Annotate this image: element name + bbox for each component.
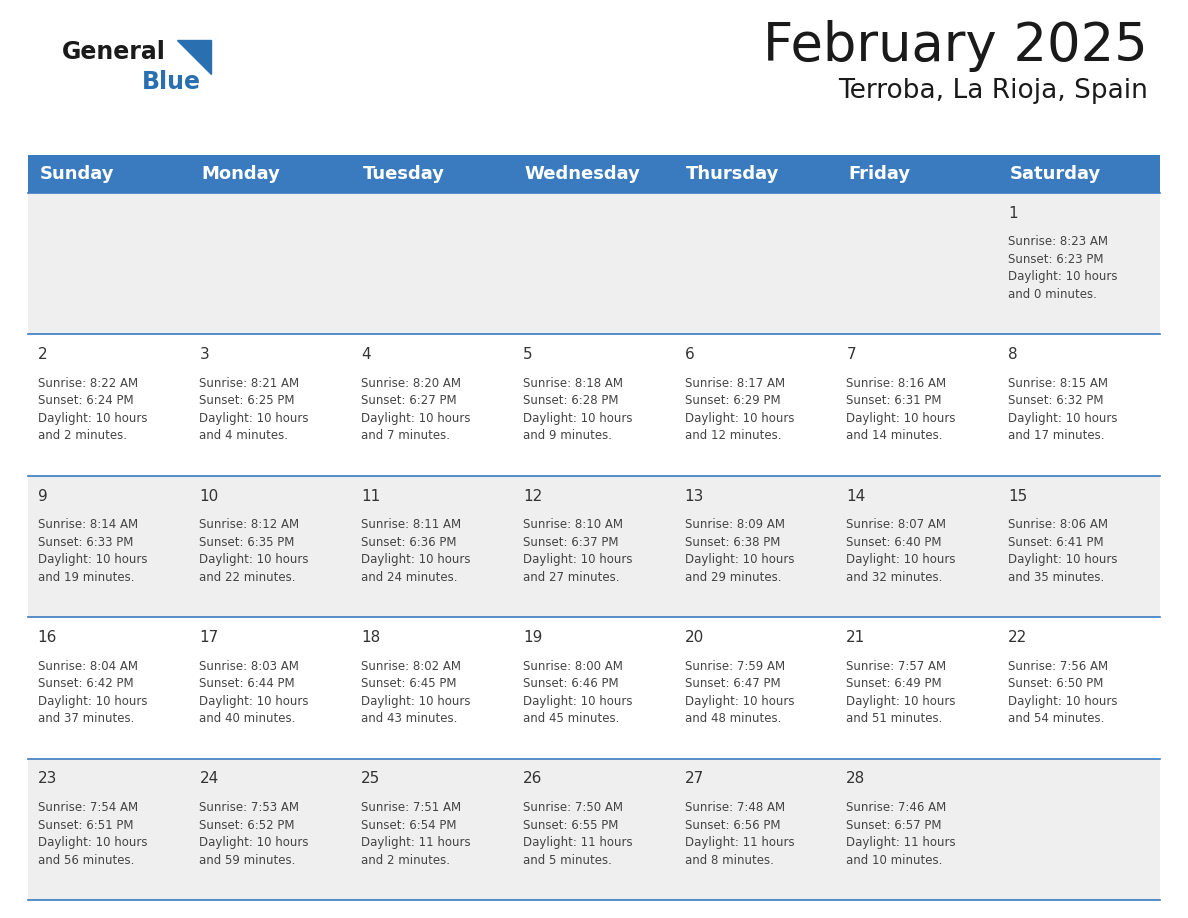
Text: Sunrise: 8:09 AM
Sunset: 6:38 PM
Daylight: 10 hours
and 29 minutes.: Sunrise: 8:09 AM Sunset: 6:38 PM Dayligh… <box>684 519 794 584</box>
Text: Friday: Friday <box>848 165 910 183</box>
Text: Sunrise: 8:07 AM
Sunset: 6:40 PM
Daylight: 10 hours
and 32 minutes.: Sunrise: 8:07 AM Sunset: 6:40 PM Dayligh… <box>846 519 956 584</box>
Text: Saturday: Saturday <box>1010 165 1101 183</box>
Text: Sunrise: 8:23 AM
Sunset: 6:23 PM
Daylight: 10 hours
and 0 minutes.: Sunrise: 8:23 AM Sunset: 6:23 PM Dayligh… <box>1007 235 1118 301</box>
Text: Thursday: Thursday <box>687 165 779 183</box>
Text: Wednesday: Wednesday <box>524 165 640 183</box>
Text: General: General <box>62 40 166 64</box>
Text: Sunrise: 7:59 AM
Sunset: 6:47 PM
Daylight: 10 hours
and 48 minutes.: Sunrise: 7:59 AM Sunset: 6:47 PM Dayligh… <box>684 660 794 725</box>
Text: 11: 11 <box>361 488 380 504</box>
Text: Sunrise: 8:02 AM
Sunset: 6:45 PM
Daylight: 10 hours
and 43 minutes.: Sunrise: 8:02 AM Sunset: 6:45 PM Dayligh… <box>361 660 470 725</box>
Text: Sunrise: 8:18 AM
Sunset: 6:28 PM
Daylight: 10 hours
and 9 minutes.: Sunrise: 8:18 AM Sunset: 6:28 PM Dayligh… <box>523 376 632 442</box>
Text: Sunrise: 8:21 AM
Sunset: 6:25 PM
Daylight: 10 hours
and 4 minutes.: Sunrise: 8:21 AM Sunset: 6:25 PM Dayligh… <box>200 376 309 442</box>
Bar <box>29 155 1159 193</box>
Text: 9: 9 <box>38 488 48 504</box>
Text: 17: 17 <box>200 630 219 645</box>
Text: Sunrise: 8:14 AM
Sunset: 6:33 PM
Daylight: 10 hours
and 19 minutes.: Sunrise: 8:14 AM Sunset: 6:33 PM Dayligh… <box>38 519 147 584</box>
Text: 8: 8 <box>1007 347 1018 362</box>
Text: Sunrise: 8:20 AM
Sunset: 6:27 PM
Daylight: 10 hours
and 7 minutes.: Sunrise: 8:20 AM Sunset: 6:27 PM Dayligh… <box>361 376 470 442</box>
Bar <box>29 617 1159 758</box>
Text: 18: 18 <box>361 630 380 645</box>
Text: Sunrise: 8:11 AM
Sunset: 6:36 PM
Daylight: 10 hours
and 24 minutes.: Sunrise: 8:11 AM Sunset: 6:36 PM Dayligh… <box>361 519 470 584</box>
Bar <box>29 193 1159 334</box>
Text: Sunrise: 7:50 AM
Sunset: 6:55 PM
Daylight: 11 hours
and 5 minutes.: Sunrise: 7:50 AM Sunset: 6:55 PM Dayligh… <box>523 801 632 867</box>
Text: Sunrise: 7:57 AM
Sunset: 6:49 PM
Daylight: 10 hours
and 51 minutes.: Sunrise: 7:57 AM Sunset: 6:49 PM Dayligh… <box>846 660 956 725</box>
Bar <box>29 476 1159 617</box>
Text: Terroba, La Rioja, Spain: Terroba, La Rioja, Spain <box>838 78 1148 104</box>
Text: 25: 25 <box>361 771 380 787</box>
Text: Sunrise: 7:53 AM
Sunset: 6:52 PM
Daylight: 10 hours
and 59 minutes.: Sunrise: 7:53 AM Sunset: 6:52 PM Dayligh… <box>200 801 309 867</box>
Text: 14: 14 <box>846 488 866 504</box>
Text: Sunrise: 8:10 AM
Sunset: 6:37 PM
Daylight: 10 hours
and 27 minutes.: Sunrise: 8:10 AM Sunset: 6:37 PM Dayligh… <box>523 519 632 584</box>
Text: Sunrise: 8:00 AM
Sunset: 6:46 PM
Daylight: 10 hours
and 45 minutes.: Sunrise: 8:00 AM Sunset: 6:46 PM Dayligh… <box>523 660 632 725</box>
Text: Monday: Monday <box>201 165 280 183</box>
Polygon shape <box>177 40 211 74</box>
Text: 24: 24 <box>200 771 219 787</box>
Text: Tuesday: Tuesday <box>362 165 444 183</box>
Text: Sunrise: 7:51 AM
Sunset: 6:54 PM
Daylight: 11 hours
and 2 minutes.: Sunrise: 7:51 AM Sunset: 6:54 PM Dayligh… <box>361 801 470 867</box>
Text: Sunrise: 8:03 AM
Sunset: 6:44 PM
Daylight: 10 hours
and 40 minutes.: Sunrise: 8:03 AM Sunset: 6:44 PM Dayligh… <box>200 660 309 725</box>
Text: Sunrise: 8:06 AM
Sunset: 6:41 PM
Daylight: 10 hours
and 35 minutes.: Sunrise: 8:06 AM Sunset: 6:41 PM Dayligh… <box>1007 519 1118 584</box>
Text: 27: 27 <box>684 771 703 787</box>
Text: Sunday: Sunday <box>39 165 114 183</box>
Text: 28: 28 <box>846 771 866 787</box>
Text: 23: 23 <box>38 771 57 787</box>
Text: 7: 7 <box>846 347 855 362</box>
Text: Sunrise: 8:04 AM
Sunset: 6:42 PM
Daylight: 10 hours
and 37 minutes.: Sunrise: 8:04 AM Sunset: 6:42 PM Dayligh… <box>38 660 147 725</box>
Text: 20: 20 <box>684 630 703 645</box>
Text: 15: 15 <box>1007 488 1028 504</box>
Text: Sunrise: 7:56 AM
Sunset: 6:50 PM
Daylight: 10 hours
and 54 minutes.: Sunrise: 7:56 AM Sunset: 6:50 PM Dayligh… <box>1007 660 1118 725</box>
Text: 6: 6 <box>684 347 694 362</box>
Text: 10: 10 <box>200 488 219 504</box>
Text: 1: 1 <box>1007 206 1018 220</box>
Text: Sunrise: 7:46 AM
Sunset: 6:57 PM
Daylight: 11 hours
and 10 minutes.: Sunrise: 7:46 AM Sunset: 6:57 PM Dayligh… <box>846 801 956 867</box>
Text: 3: 3 <box>200 347 209 362</box>
Text: Sunrise: 7:54 AM
Sunset: 6:51 PM
Daylight: 10 hours
and 56 minutes.: Sunrise: 7:54 AM Sunset: 6:51 PM Dayligh… <box>38 801 147 867</box>
Text: 16: 16 <box>38 630 57 645</box>
Text: 5: 5 <box>523 347 532 362</box>
Text: 2: 2 <box>38 347 48 362</box>
Text: Sunrise: 7:48 AM
Sunset: 6:56 PM
Daylight: 11 hours
and 8 minutes.: Sunrise: 7:48 AM Sunset: 6:56 PM Dayligh… <box>684 801 795 867</box>
Text: 13: 13 <box>684 488 704 504</box>
Text: Sunrise: 8:15 AM
Sunset: 6:32 PM
Daylight: 10 hours
and 17 minutes.: Sunrise: 8:15 AM Sunset: 6:32 PM Dayligh… <box>1007 376 1118 442</box>
Text: Sunrise: 8:12 AM
Sunset: 6:35 PM
Daylight: 10 hours
and 22 minutes.: Sunrise: 8:12 AM Sunset: 6:35 PM Dayligh… <box>200 519 309 584</box>
Text: 12: 12 <box>523 488 542 504</box>
Text: 22: 22 <box>1007 630 1028 645</box>
Text: Sunrise: 8:17 AM
Sunset: 6:29 PM
Daylight: 10 hours
and 12 minutes.: Sunrise: 8:17 AM Sunset: 6:29 PM Dayligh… <box>684 376 794 442</box>
Text: 26: 26 <box>523 771 542 787</box>
Bar <box>29 334 1159 476</box>
Bar <box>29 758 1159 900</box>
Text: Sunrise: 8:16 AM
Sunset: 6:31 PM
Daylight: 10 hours
and 14 minutes.: Sunrise: 8:16 AM Sunset: 6:31 PM Dayligh… <box>846 376 956 442</box>
Text: Sunrise: 8:22 AM
Sunset: 6:24 PM
Daylight: 10 hours
and 2 minutes.: Sunrise: 8:22 AM Sunset: 6:24 PM Dayligh… <box>38 376 147 442</box>
Text: 19: 19 <box>523 630 542 645</box>
Text: 21: 21 <box>846 630 866 645</box>
Text: Blue: Blue <box>143 70 201 94</box>
Text: February 2025: February 2025 <box>763 20 1148 72</box>
Text: 4: 4 <box>361 347 371 362</box>
